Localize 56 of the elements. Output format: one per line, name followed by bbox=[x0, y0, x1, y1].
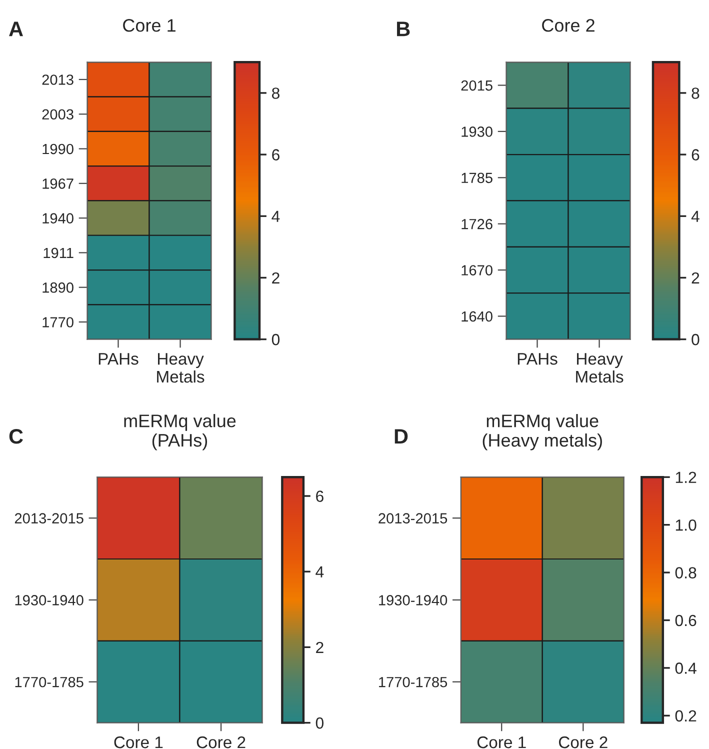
y-tick-label: 1770-1785 bbox=[379, 676, 448, 688]
y-tick-label: 1670 bbox=[462, 265, 492, 276]
y-tick-label: 1930-1940 bbox=[379, 595, 448, 606]
y-tick-label: 2013 bbox=[42, 74, 74, 85]
color-bar-label: 2 bbox=[272, 272, 280, 284]
y-tick-label: 1770-1785 bbox=[15, 676, 84, 688]
color-bar-label: 0 bbox=[272, 334, 280, 346]
y-tick-label: 2003 bbox=[42, 109, 74, 120]
color-bar-label: 4 bbox=[691, 210, 700, 222]
color-bar-label: 8 bbox=[692, 88, 700, 99]
color-bar-label: 4 bbox=[316, 566, 324, 578]
color-bar-label: 6 bbox=[692, 149, 700, 160]
x-tick-label: PAHs bbox=[518, 353, 558, 365]
y-tick-label: 1770 bbox=[42, 317, 74, 328]
y-tick-label: 1785 bbox=[462, 172, 492, 184]
y-tick-label: 1890 bbox=[42, 282, 74, 293]
y-tick-label: 1940 bbox=[42, 213, 74, 224]
color-bar-label: 0.4 bbox=[675, 662, 696, 674]
y-tick-label: 1967 bbox=[42, 178, 74, 189]
color-bar-label: 6 bbox=[316, 490, 324, 502]
color-bar-label: 0.6 bbox=[675, 614, 696, 626]
color-bar-label: 2 bbox=[692, 272, 700, 284]
x-tick-label: Core 2 bbox=[196, 736, 246, 748]
x-tick-label: PAHs bbox=[98, 353, 138, 365]
color-bar-label: 0.2 bbox=[675, 710, 696, 722]
color-bar-label: 0 bbox=[692, 334, 700, 346]
y-tick-label: 1930 bbox=[462, 126, 492, 137]
x-tick-label: Heavy Metals bbox=[576, 353, 624, 383]
y-tick-label: 2013-2015 bbox=[14, 513, 84, 524]
y-tick-label: 1726 bbox=[462, 218, 492, 230]
text: B bbox=[397, 22, 410, 36]
y-tick-label: 1911 bbox=[44, 248, 74, 258]
y-tick-label: 1930-1940 bbox=[15, 595, 84, 606]
chart-title: Core 1 bbox=[123, 19, 176, 32]
text: D bbox=[394, 429, 408, 444]
x-tick-label: Core 1 bbox=[477, 736, 526, 748]
color-bar-label: 0.8 bbox=[675, 567, 696, 578]
text: A bbox=[9, 22, 24, 36]
y-tick-label: 1990 bbox=[42, 144, 74, 154]
color-bar-label: 0 bbox=[316, 717, 324, 729]
x-tick-label: Core 2 bbox=[558, 736, 608, 748]
chart-title: Core 2 bbox=[542, 19, 594, 32]
color-bar-label: 6 bbox=[272, 149, 280, 160]
x-tick-label: Core 1 bbox=[114, 736, 163, 748]
y-tick-label: 1640 bbox=[462, 311, 492, 322]
y-tick-label: 2015 bbox=[461, 80, 492, 91]
chart-title: mERMq value (PAHs) bbox=[124, 414, 236, 450]
color-bar-label: 4 bbox=[272, 210, 280, 222]
color-bar-label: 2 bbox=[316, 642, 324, 653]
x-tick-label: Heavy Metals bbox=[157, 353, 204, 383]
chart-title: mERMq value (Heavy metals) bbox=[482, 414, 602, 450]
color-bar-label: 1.0 bbox=[676, 519, 696, 531]
color-bar-label: 8 bbox=[272, 88, 280, 99]
text: C bbox=[9, 428, 23, 444]
y-tick-label: 2013-2015 bbox=[378, 513, 448, 524]
color-bar-label: 1.2 bbox=[676, 472, 696, 483]
